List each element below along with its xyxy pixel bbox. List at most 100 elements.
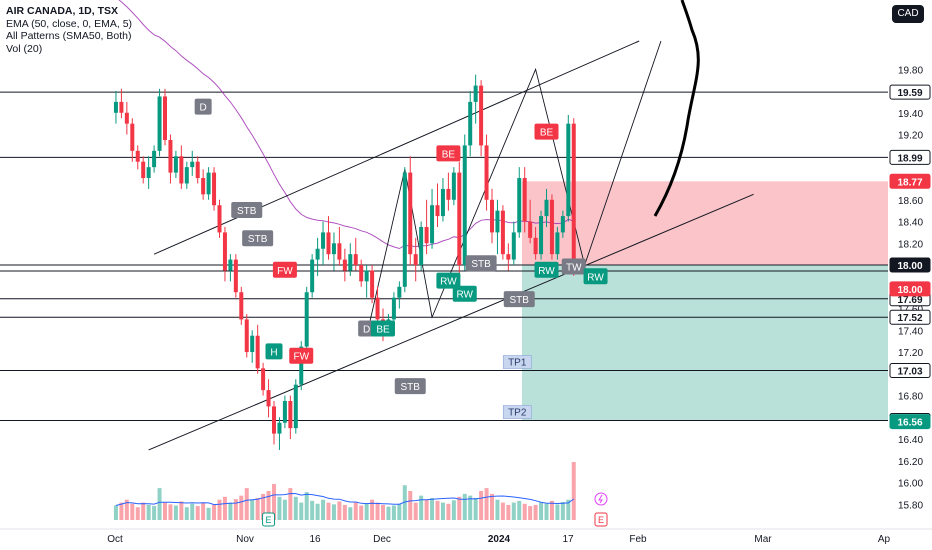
volume-bar [244, 488, 249, 520]
candle-body [206, 172, 211, 195]
volume-bar [179, 501, 184, 520]
pattern-badge [436, 145, 461, 162]
volume-bar [522, 503, 527, 520]
volume-bar [419, 495, 424, 520]
y-axis-tick-label: 16.20 [898, 457, 923, 468]
volume-bar [124, 499, 129, 520]
volume-bar [484, 488, 489, 520]
pattern-badge [289, 347, 314, 364]
pattern-badge-label: D [363, 325, 370, 336]
candle-body [244, 319, 249, 353]
volume-bar [228, 502, 233, 520]
pattern-badge-label: BE [442, 149, 456, 160]
pattern-badge-label: BE [376, 325, 390, 336]
candle-body [419, 226, 424, 266]
candle-body [522, 178, 527, 222]
y-axis-tick-label: 17.40 [898, 326, 923, 337]
chart-legend: AIR CANADA, 1D, TSX EMA (50, close, 0, E… [6, 5, 132, 55]
candle-body [124, 112, 129, 124]
candle-body [430, 205, 435, 244]
candle-body [288, 400, 293, 429]
volume-bar [495, 499, 500, 520]
candle-body [146, 167, 151, 179]
volume-bar [500, 502, 505, 520]
candle-body [195, 161, 200, 179]
volume-bar [135, 507, 140, 520]
x-axis-tick-label: Feb [629, 534, 647, 545]
candle-body [462, 145, 467, 266]
candle-body [539, 216, 544, 255]
volume-bar [468, 495, 473, 520]
candle-body [157, 96, 162, 151]
volume-bar [555, 504, 560, 520]
volume-indicator-label[interactable]: Vol (20) [6, 42, 43, 55]
target-label-box [502, 405, 532, 419]
volume-bar [195, 506, 200, 520]
volume-bar [424, 499, 429, 520]
volume-bar [190, 503, 195, 520]
candle-body [130, 123, 135, 151]
volume-bar [321, 499, 326, 520]
candle-body [228, 259, 233, 271]
candle-body [353, 254, 358, 266]
x-axis-tick-label: 16 [309, 534, 321, 545]
volume-bar [539, 502, 544, 520]
volume-bar [222, 496, 227, 520]
candle-body [495, 210, 500, 233]
level-price-tag [889, 363, 931, 379]
candle-body [266, 390, 271, 407]
volume-bar [217, 499, 222, 520]
candle-body [222, 232, 227, 271]
volume-bar [517, 500, 522, 520]
pattern-badge [371, 320, 395, 337]
volume-bar [299, 502, 304, 520]
y-axis-tick-label: 18.60 [898, 196, 923, 207]
currency-button[interactable]: CAD [892, 5, 924, 23]
candle-body [468, 101, 473, 146]
ema-line [118, 0, 574, 250]
volume-bar [201, 502, 206, 520]
candle-body [272, 406, 276, 434]
x-axis-tick-label: Dec [373, 534, 391, 545]
pattern-badge-label: RW [587, 272, 604, 283]
volume-bar [457, 496, 462, 520]
candle-body [566, 123, 571, 217]
candle-body [440, 188, 445, 217]
x-axis-tick-label: Nov [236, 534, 254, 545]
stop-loss-zone [521, 181, 888, 266]
volume-bar [451, 500, 456, 520]
ema-indicator-label[interactable]: EMA (50, close, 0, EMA, 5) [6, 17, 133, 30]
volume-bar [386, 506, 391, 520]
pattern-badge [194, 98, 212, 115]
candle-body [413, 254, 418, 266]
symbol-title[interactable]: AIR CANADA, 1D, TSX [6, 5, 119, 17]
candle-body [348, 254, 353, 271]
volume-bar [359, 505, 364, 520]
volume-bar [402, 485, 407, 520]
target-label-box [502, 355, 532, 369]
pattern-badge [465, 255, 497, 272]
earnings-event-label: E [266, 515, 272, 525]
price-tag-label: 16.56 [897, 418, 922, 429]
lightning-icon [594, 492, 608, 506]
candle-body [457, 172, 462, 266]
pattern-badge-label: STB [237, 206, 257, 217]
volume-bar [440, 502, 445, 520]
volume-bar [462, 493, 467, 520]
volume-bar [413, 502, 418, 520]
price-tag [889, 173, 931, 189]
level-price-tag [889, 84, 931, 100]
price-tag [889, 414, 931, 430]
volume-bar [239, 495, 244, 520]
pattern-badge-label: D [200, 103, 207, 114]
candle-body [239, 292, 244, 320]
y-axis-tick-label: 17.20 [898, 348, 923, 359]
volume-bar [549, 500, 554, 520]
volume-bar [430, 497, 435, 520]
volume-bar [391, 505, 396, 520]
level-price-tag-label: 19.59 [897, 88, 922, 99]
patterns-indicator-label[interactable]: All Patterns (SMA50, Both) [6, 30, 132, 42]
volume-bar [212, 504, 217, 520]
candle-body [119, 101, 124, 113]
